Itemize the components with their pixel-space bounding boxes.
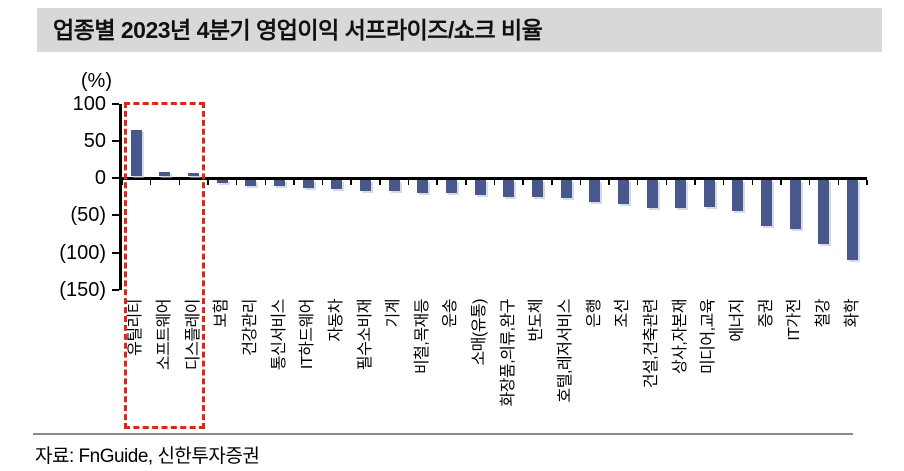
y-axis-label: (50): [70, 204, 106, 227]
category-label: 철강: [814, 299, 832, 328]
bar: [216, 179, 228, 184]
y-axis-tick: [112, 102, 119, 105]
category-label: 조선: [614, 299, 632, 328]
category-label: 운송: [442, 299, 460, 328]
x-axis-tick: [551, 179, 553, 185]
x-axis-tick: [379, 179, 381, 185]
bar: [331, 179, 343, 190]
x-axis-tick: [780, 179, 782, 185]
bar: [503, 179, 515, 197]
y-axis-line: [119, 103, 122, 290]
y-axis-label: 100: [72, 92, 106, 115]
y-axis-tick: [112, 251, 119, 254]
bar: [188, 172, 200, 177]
category-label: 미디어,교육: [700, 299, 718, 375]
x-axis-tick: [722, 179, 725, 185]
category-label: 에너지: [728, 299, 746, 342]
bar: [617, 179, 629, 205]
category-label: 증권: [757, 299, 775, 328]
x-axis-tick: [694, 179, 696, 185]
source-text: 자료: FnGuide, 신한투자증권: [35, 446, 260, 467]
bar: [531, 179, 543, 198]
x-axis-tick: [321, 179, 324, 185]
x-axis-tick: [579, 179, 582, 185]
bar: [388, 179, 400, 192]
x-axis-line: [119, 176, 867, 180]
category-label: 건강관리: [241, 299, 259, 356]
bar: [474, 179, 486, 196]
y-axis-tick: [112, 214, 119, 217]
y-axis-label: 50: [83, 129, 106, 152]
x-axis-tick: [407, 179, 410, 185]
y-axis-label: 0: [94, 167, 106, 189]
category-label: 보험: [213, 299, 231, 328]
x-axis-tick: [808, 179, 811, 185]
x-axis-tick: [149, 179, 152, 185]
x-axis-tick: [636, 179, 639, 185]
bar: [360, 179, 372, 191]
bar: [818, 179, 830, 245]
category-label: 자동차: [327, 299, 345, 342]
category-label: 필수소비재: [356, 299, 374, 371]
bar: [445, 179, 457, 193]
category-label: 반도체: [528, 299, 546, 342]
category-label: 상사,자본재: [671, 299, 689, 375]
x-axis-tick: [207, 179, 209, 185]
bar: [245, 179, 257, 187]
category-label: IT하드웨어: [299, 299, 317, 370]
category-label: 소매(유통): [471, 299, 489, 366]
bar: [589, 179, 601, 202]
category-label: 통신서비스: [270, 299, 288, 371]
bar: [789, 179, 801, 230]
bar: [675, 179, 687, 208]
y-axis-tick: [112, 177, 119, 179]
y-axis-label: (100): [59, 241, 106, 264]
y-axis-tick: [112, 139, 119, 142]
bar: [761, 179, 773, 227]
bar: [560, 179, 572, 199]
source-divider: [33, 433, 853, 435]
bar: [130, 130, 142, 177]
category-label: 기계: [385, 299, 403, 328]
x-axis-tick: [235, 179, 238, 185]
x-axis-tick: [264, 179, 266, 185]
category-label: 비철,목재등: [413, 299, 431, 375]
category-label: 화학: [843, 299, 861, 328]
x-axis-tick: [493, 179, 496, 185]
x-axis-tick: [837, 179, 839, 185]
x-axis-tick: [608, 179, 610, 185]
bar: [847, 179, 859, 260]
category-label: IT가전: [786, 299, 804, 341]
category-label: 은행: [585, 299, 603, 328]
bar: [274, 179, 286, 187]
unit-label: (%): [80, 70, 112, 92]
chart-title: 업종별 2023년 4분기 영업이익 서프라이즈/쇼크 비율: [37, 8, 882, 52]
x-axis-tick: [293, 179, 295, 185]
bar: [703, 179, 715, 208]
bar: [417, 179, 429, 193]
highlight-box: [124, 102, 205, 429]
bar: [159, 172, 171, 177]
category-label: 호텔,레저서비스: [557, 299, 575, 403]
x-axis-tick: [178, 179, 181, 185]
category-label: 건설,건축관련: [643, 299, 661, 389]
x-axis-tick: [121, 179, 123, 185]
x-axis-tick: [522, 179, 524, 185]
x-axis-tick: [436, 179, 438, 185]
x-axis-tick: [665, 179, 668, 185]
bar: [732, 179, 744, 211]
x-axis-tick: [751, 179, 754, 185]
bar: [302, 179, 314, 189]
y-axis-label: (150): [59, 278, 106, 301]
x-axis-tick: [465, 179, 467, 185]
category-label: 화장품,의류,완구: [499, 299, 517, 407]
x-axis-tick: [866, 179, 868, 185]
y-axis-tick: [112, 288, 119, 291]
x-axis-tick: [350, 179, 352, 185]
bar: [646, 179, 658, 208]
